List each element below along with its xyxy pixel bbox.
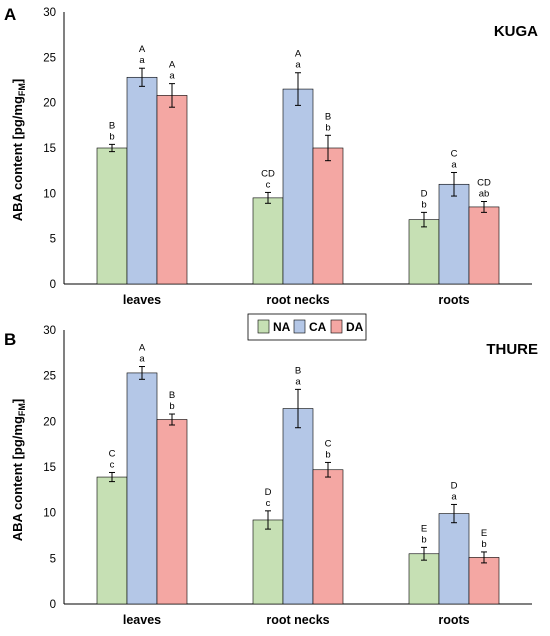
legend-label-na: NA (273, 320, 291, 334)
panel-a-sig-lower: c (266, 179, 271, 190)
panel-b-sig-upper: D (451, 480, 458, 491)
panel-a-bar-ca (126, 76, 158, 285)
panel-a-sig-lower: a (169, 71, 175, 82)
panel-b-bar-ca (282, 408, 314, 605)
panel-a-bar-da (312, 147, 344, 285)
panel-a-y-tick-label: 15 (43, 143, 56, 155)
panel-b-sig-upper: D (265, 487, 272, 498)
panel-b-bar-ca (438, 513, 470, 605)
panel-b-sig-lower: b (325, 449, 330, 460)
panel-b-bar-da (156, 419, 188, 605)
panel-a-bar-ca (282, 88, 314, 285)
panel-b-bar-na (252, 519, 284, 605)
panel-a-sig-lower: ab (479, 188, 490, 199)
panel-a-sig-upper: C (451, 148, 458, 159)
panel-a-sig-upper: CD (477, 177, 491, 188)
panel-b-y-tick-label: 25 (43, 371, 56, 383)
legend: NA CA DA (247, 313, 367, 341)
panel-a-category-label: roots (438, 293, 469, 307)
panel-b-sig-lower: a (451, 491, 457, 502)
panel-b-bar-ca (126, 372, 158, 605)
panel-a-sig-upper: B (109, 120, 115, 131)
panel-b-y-tick-label: 5 (50, 553, 56, 565)
panel-b-bar-da (468, 557, 500, 605)
legend-swatch-na (257, 319, 270, 334)
panel-b-sig-lower: b (481, 539, 486, 550)
panel-a-sig-lower: b (109, 131, 114, 142)
panel-b-y-tick-label: 15 (43, 462, 56, 474)
panel-a-sig-lower: b (325, 122, 330, 133)
panel-a-letter: A (4, 5, 16, 24)
panel-b-title: THURE (486, 341, 538, 358)
panel-a-y-tick-label: 0 (50, 279, 56, 291)
legend-swatch-ca (293, 319, 306, 334)
panel-a-bar-da (156, 95, 188, 285)
panel-b-y-axis-label: ABA content [pg/mgFM] (10, 399, 27, 542)
panel-b-sig-upper: C (325, 438, 332, 449)
panel-b-sig-upper: E (421, 523, 427, 534)
panel-b-bar-na (96, 476, 128, 605)
panel-b-sig-lower: a (139, 354, 145, 365)
panel-a-title: KUGA (494, 23, 538, 40)
panel-b-thure: B THURE ABA content [pg/mgFM] 0 5 10 15 20 25… (4, 325, 538, 627)
panel-a-bar-da (468, 206, 500, 285)
panel-a-sig-upper: D (421, 188, 428, 199)
panel-b-sig-upper: A (139, 343, 146, 354)
panel-a-y-tick-label: 5 (50, 234, 56, 246)
panel-b-sig-lower: a (295, 376, 301, 387)
panel-a-sig-upper: A (169, 60, 176, 71)
legend-swatch-da (330, 319, 343, 334)
panel-b-sig-upper: C (109, 448, 116, 459)
panel-b-category-label: roots (438, 613, 469, 627)
panel-a-y-axis-label: ABA content [pg/mgFM] (10, 79, 27, 222)
panel-b-sig-lower: b (421, 534, 426, 545)
panel-a-bar-na (96, 147, 128, 285)
panel-b-category-label: leaves (123, 613, 161, 627)
panel-b-bar-da (312, 469, 344, 605)
panel-b-sig-upper: B (169, 390, 175, 401)
panel-b-sig-lower: c (110, 459, 115, 470)
panel-b-y-tick-label: 30 (43, 325, 56, 337)
panel-b-sig-upper: E (481, 528, 487, 539)
panel-b-y-tick-label: 10 (43, 508, 56, 520)
panel-a-sig-upper: A (139, 44, 146, 55)
panel-a-bar-na (408, 219, 440, 285)
legend-label-da: DA (346, 320, 364, 334)
panel-b-y-tick-label: 0 (50, 599, 56, 611)
panel-b-bar-na (408, 553, 440, 605)
panel-a-category-label: root necks (266, 293, 329, 307)
panel-a-y-tick-label: 20 (43, 98, 56, 110)
panel-b-y-tick-label: 20 (43, 416, 56, 428)
panel-b-sig-lower: c (266, 498, 271, 509)
panel-a-y-tick-label: 10 (43, 188, 56, 200)
panel-b-letter: B (4, 330, 16, 349)
panel-a-y-tick-label: 30 (43, 7, 56, 19)
panel-b-sig-lower: b (169, 401, 174, 412)
panel-b-category-label: root necks (266, 613, 329, 627)
panel-a-sig-lower: b (421, 199, 426, 210)
panel-a-sig-lower: a (451, 159, 457, 170)
panel-a-sig-upper: A (295, 49, 302, 60)
legend-label-ca: CA (309, 320, 327, 334)
panel-a-sig-upper: B (325, 111, 331, 122)
panel-a-category-label: leaves (123, 293, 161, 307)
panel-a-sig-upper: CD (261, 168, 275, 179)
panel-a-bar-na (252, 197, 284, 285)
panel-a-y-tick-label: 25 (43, 52, 56, 64)
panel-a-sig-lower: a (139, 55, 145, 66)
panel-b-sig-upper: B (295, 365, 301, 376)
panel-a-bar-ca (438, 183, 470, 285)
panel-a-sig-lower: a (295, 60, 301, 71)
panel-a-kuga: A KUGA ABA content [pg/mgFM] 0 5 10 15 20 25 3… (4, 5, 538, 307)
